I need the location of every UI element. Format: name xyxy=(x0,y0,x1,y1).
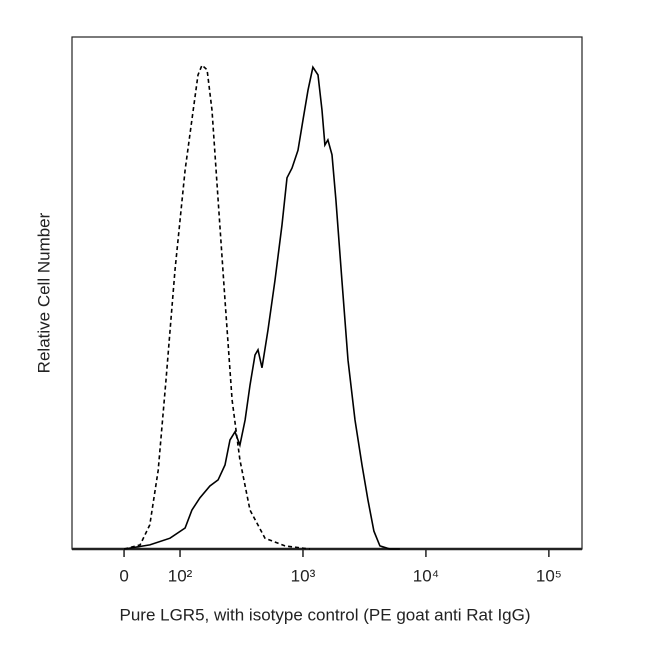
x-tick-label: 10⁵ xyxy=(536,566,562,585)
x-tick-label: 10² xyxy=(168,566,193,585)
x-axis-label: Pure LGR5, with isotype control (PE goat… xyxy=(119,605,530,624)
x-tick-label: 10⁴ xyxy=(413,566,439,585)
series-line xyxy=(123,65,400,550)
series-line xyxy=(123,63,311,550)
x-tick-label: 0 xyxy=(119,566,128,585)
x-tick-label: 10³ xyxy=(291,566,316,585)
plot-frame xyxy=(71,36,583,550)
y-axis-label: Relative Cell Number xyxy=(34,212,53,373)
